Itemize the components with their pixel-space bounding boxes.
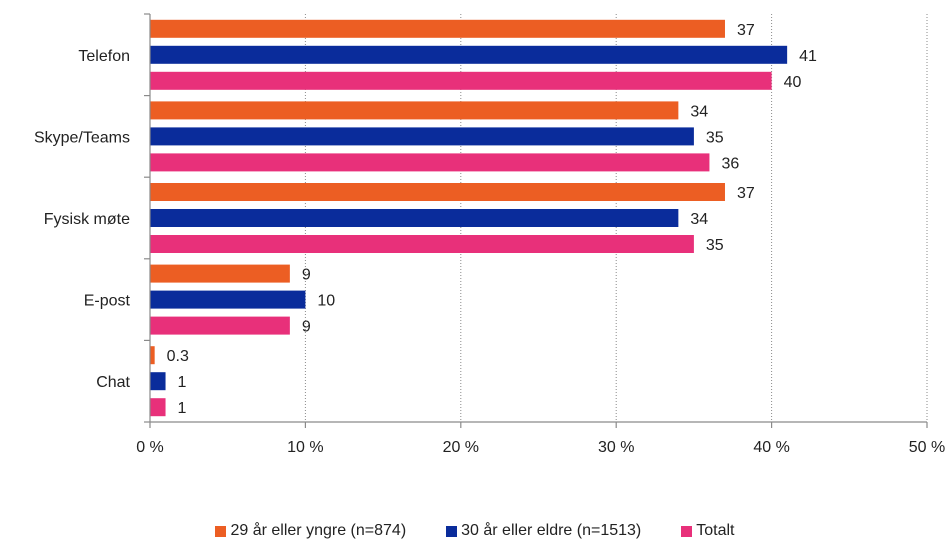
legend-item-total: Totalt: [681, 521, 735, 541]
bar: [150, 346, 155, 365]
bar: [150, 71, 772, 90]
data-label: 41: [799, 48, 817, 65]
bar: [150, 45, 788, 64]
category-label: Fysisk møte: [44, 211, 130, 228]
bar: [150, 372, 166, 391]
bar: [150, 235, 694, 253]
bar: [150, 183, 725, 201]
data-label: 1: [178, 374, 187, 391]
bar: [150, 398, 166, 417]
legend-item-old: 30 år eller eldre (n=1513): [446, 521, 641, 541]
data-label: 35: [706, 129, 724, 146]
data-label: 10: [317, 293, 335, 310]
legend: 29 år eller yngre (n=874) 30 år eller el…: [0, 521, 950, 541]
legend-item-young: 29 år eller yngre (n=874): [215, 521, 406, 541]
data-label: 37: [737, 185, 755, 202]
category-label: Chat: [96, 374, 130, 391]
bar: [150, 264, 290, 283]
bar-chart: 37 41 40 Telefon 34 35 36 Skype/Teams 37 34 35 Fysi…: [34, 13, 945, 456]
x-tick-label: 20 %: [443, 439, 479, 456]
bar: [150, 153, 710, 172]
data-label: 34: [690, 211, 708, 228]
legend-swatch-total: [681, 525, 693, 537]
x-tick-label: 30 %: [598, 439, 634, 456]
data-label: 0.3: [167, 348, 189, 365]
data-label: 40: [784, 74, 802, 91]
data-label: 36: [721, 155, 739, 172]
bar: [150, 19, 725, 38]
category-label: Skype/Teams: [34, 129, 130, 146]
bar: [150, 127, 694, 146]
legend-label-total: Totalt: [696, 522, 735, 539]
data-label: 1: [178, 400, 187, 417]
x-tick-label: 0 %: [136, 439, 164, 456]
x-tick-label: 40 %: [753, 439, 789, 456]
legend-swatch-old: [446, 525, 458, 537]
data-label: 9: [302, 319, 311, 336]
bar: [150, 209, 679, 227]
bar: [150, 101, 679, 120]
data-label: 35: [706, 237, 724, 254]
legend-label-young: 29 år eller yngre (n=874): [230, 522, 407, 539]
x-tick-label: 10 %: [287, 439, 323, 456]
category-label: Telefon: [78, 48, 130, 65]
data-label: 37: [737, 22, 755, 39]
data-label: 34: [690, 103, 708, 120]
bar: [150, 316, 290, 335]
x-tick-label: 50 %: [909, 439, 945, 456]
legend-swatch-young: [215, 525, 227, 537]
bar: [150, 290, 306, 309]
data-label: 9: [302, 267, 311, 284]
legend-label-old: 30 år eller eldre (n=1513): [461, 522, 642, 539]
category-label: E-post: [84, 293, 131, 310]
